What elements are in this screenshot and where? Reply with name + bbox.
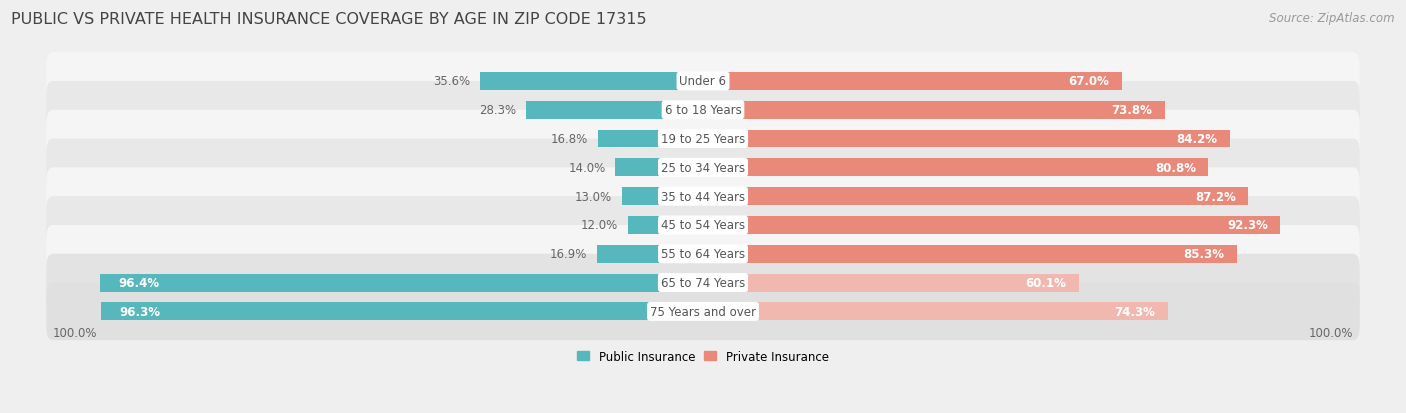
Text: Source: ZipAtlas.com: Source: ZipAtlas.com: [1270, 12, 1395, 25]
Bar: [526, 102, 703, 119]
Text: 85.3%: 85.3%: [1182, 248, 1225, 261]
Text: 55 to 64 Years: 55 to 64 Years: [661, 248, 745, 261]
Text: 92.3%: 92.3%: [1227, 219, 1268, 232]
Bar: [101, 303, 703, 320]
Bar: [616, 159, 703, 177]
Text: 6 to 18 Years: 6 to 18 Years: [665, 104, 741, 117]
Bar: [598, 245, 703, 263]
Bar: [703, 102, 1164, 119]
Text: 35.6%: 35.6%: [433, 75, 471, 88]
FancyBboxPatch shape: [46, 168, 1360, 225]
Text: 12.0%: 12.0%: [581, 219, 619, 232]
Bar: [703, 188, 1249, 206]
Text: 35 to 44 Years: 35 to 44 Years: [661, 190, 745, 203]
Legend: Public Insurance, Private Insurance: Public Insurance, Private Insurance: [572, 345, 834, 367]
Text: 74.3%: 74.3%: [1115, 305, 1156, 318]
FancyBboxPatch shape: [46, 53, 1360, 111]
Bar: [100, 274, 703, 292]
Text: 16.8%: 16.8%: [551, 133, 588, 146]
FancyBboxPatch shape: [46, 111, 1360, 168]
Text: 60.1%: 60.1%: [1025, 276, 1066, 290]
Bar: [621, 188, 703, 206]
Text: 13.0%: 13.0%: [575, 190, 612, 203]
Bar: [703, 216, 1281, 234]
Text: 96.3%: 96.3%: [120, 305, 160, 318]
Text: 28.3%: 28.3%: [479, 104, 516, 117]
Text: 65 to 74 Years: 65 to 74 Years: [661, 276, 745, 290]
FancyBboxPatch shape: [46, 283, 1360, 340]
FancyBboxPatch shape: [46, 197, 1360, 254]
FancyBboxPatch shape: [46, 254, 1360, 312]
FancyBboxPatch shape: [46, 139, 1360, 197]
Text: 67.0%: 67.0%: [1069, 75, 1109, 88]
Bar: [628, 216, 703, 234]
Text: 100.0%: 100.0%: [52, 326, 97, 339]
Text: 96.4%: 96.4%: [120, 276, 160, 290]
Text: 73.8%: 73.8%: [1111, 104, 1152, 117]
Text: 16.9%: 16.9%: [550, 248, 588, 261]
Text: 19 to 25 Years: 19 to 25 Years: [661, 133, 745, 146]
Bar: [703, 245, 1236, 263]
Text: 87.2%: 87.2%: [1195, 190, 1236, 203]
Bar: [703, 159, 1208, 177]
Bar: [703, 73, 1122, 91]
Bar: [481, 73, 703, 91]
Bar: [703, 303, 1168, 320]
Text: 84.2%: 84.2%: [1177, 133, 1218, 146]
Text: Under 6: Under 6: [679, 75, 727, 88]
Text: 14.0%: 14.0%: [568, 161, 606, 174]
Text: 75 Years and over: 75 Years and over: [650, 305, 756, 318]
FancyBboxPatch shape: [46, 82, 1360, 139]
Text: PUBLIC VS PRIVATE HEALTH INSURANCE COVERAGE BY AGE IN ZIP CODE 17315: PUBLIC VS PRIVATE HEALTH INSURANCE COVER…: [11, 12, 647, 27]
Bar: [703, 274, 1078, 292]
Bar: [703, 131, 1230, 148]
Bar: [598, 131, 703, 148]
FancyBboxPatch shape: [46, 225, 1360, 283]
Text: 25 to 34 Years: 25 to 34 Years: [661, 161, 745, 174]
Text: 80.8%: 80.8%: [1154, 161, 1197, 174]
Text: 45 to 54 Years: 45 to 54 Years: [661, 219, 745, 232]
Text: 100.0%: 100.0%: [1309, 326, 1354, 339]
